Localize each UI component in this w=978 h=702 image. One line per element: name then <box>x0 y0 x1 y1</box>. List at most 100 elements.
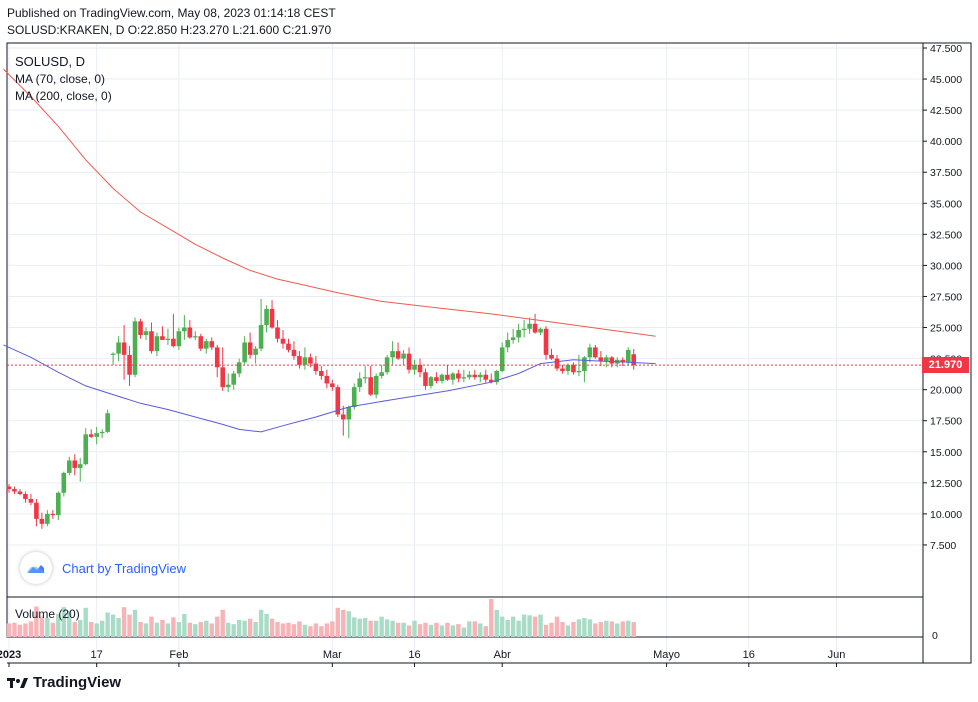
candle <box>94 426 99 445</box>
chart-by-tradingview-badge[interactable]: Chart by TradingView <box>20 552 186 584</box>
candle-body <box>598 357 604 362</box>
candle-body <box>456 373 461 379</box>
chart-by-tradingview-text: Chart by TradingView <box>62 560 187 576</box>
volume-bar <box>395 622 401 637</box>
candle-body <box>165 338 171 340</box>
candle <box>472 369 478 380</box>
volume-bar <box>428 624 434 637</box>
y-tick-label: 12.500 <box>930 478 962 490</box>
candle-body <box>116 342 121 354</box>
candle-body <box>253 348 258 355</box>
candle-body <box>77 464 83 468</box>
legend-volume: Volume (20) <box>15 607 80 621</box>
ohlc-readout: SOLUSD:KRAKEN, D O:22.850 H:23.270 L:21.… <box>7 23 332 37</box>
candle-body <box>620 359 626 363</box>
candle <box>593 344 598 359</box>
candle <box>308 353 313 368</box>
volume-bar <box>576 619 582 637</box>
candle <box>214 344 220 378</box>
y-tick-label: 35.000 <box>930 198 962 210</box>
candle-body <box>330 383 335 388</box>
volume-bar <box>116 618 121 637</box>
candle-body <box>6 486 12 490</box>
y-tick-label: 45.000 <box>930 74 962 86</box>
candle <box>368 366 373 396</box>
candle <box>532 313 538 334</box>
candle <box>576 354 582 376</box>
candle <box>521 320 527 338</box>
volume-bar <box>176 622 182 637</box>
candle <box>39 512 45 529</box>
candle-body <box>99 431 105 434</box>
volume-bar <box>324 623 330 637</box>
candle <box>61 471 67 497</box>
candle-body <box>17 491 23 495</box>
candle <box>110 352 116 365</box>
candle-body <box>461 377 467 379</box>
volume-bar <box>258 609 264 637</box>
volume-bar <box>132 609 138 637</box>
volume-bar <box>226 622 231 637</box>
x-tick-label: 16 <box>743 649 755 661</box>
volume-bar <box>384 619 390 637</box>
volume-bar <box>182 613 187 637</box>
candle-body <box>346 407 352 420</box>
candle <box>138 318 143 339</box>
volume-bar <box>346 611 351 637</box>
volume-bar <box>17 624 23 637</box>
candle-body <box>127 354 132 375</box>
y-tick-label: 32.500 <box>930 229 962 241</box>
volume-bar <box>264 613 269 637</box>
candle-body <box>203 341 209 349</box>
volume-bar <box>78 620 83 637</box>
candle-body <box>631 354 637 366</box>
candle <box>510 328 516 344</box>
y-tick-label: 47.500 <box>930 43 962 55</box>
candle-body <box>209 341 215 348</box>
candle <box>505 332 510 353</box>
candle <box>587 343 593 363</box>
candle-body <box>390 351 395 358</box>
candle <box>50 510 56 519</box>
volume-bar <box>373 620 379 637</box>
candle <box>549 348 554 360</box>
volume-bar <box>171 617 176 637</box>
volume-bar <box>620 621 625 637</box>
candle-body <box>521 328 527 331</box>
volume-axis-label: 0 <box>932 630 938 642</box>
volume-bar <box>390 620 395 637</box>
volume-bar <box>527 615 532 637</box>
candle <box>330 379 335 391</box>
candle <box>538 327 543 335</box>
volume-bar <box>478 623 483 637</box>
candle-body <box>313 363 319 372</box>
candle-body <box>516 330 521 338</box>
volume-bar <box>275 622 280 637</box>
candle-body <box>132 321 138 375</box>
volume-bar <box>500 616 505 637</box>
candle-body <box>193 336 198 338</box>
volume-bar <box>204 620 209 637</box>
footer-brand[interactable]: TradingView <box>7 674 121 691</box>
candle <box>445 364 450 381</box>
candle-body <box>34 502 39 519</box>
candle <box>335 384 341 417</box>
x-tick-label: Feb <box>169 649 188 661</box>
volume-bar <box>593 623 598 637</box>
candle-body <box>554 358 560 369</box>
candle <box>116 336 121 362</box>
candle-body <box>225 384 231 388</box>
candle-body <box>61 472 67 493</box>
candle-body <box>417 364 423 373</box>
candle-body <box>182 327 187 332</box>
y-tick-label: 40.000 <box>930 136 962 148</box>
candle-body <box>264 308 269 326</box>
candle <box>45 510 50 527</box>
x-tick-label: Mar <box>323 649 342 661</box>
volume-bar <box>297 621 302 637</box>
candle-body <box>401 353 406 359</box>
candle <box>23 491 28 503</box>
candle-body <box>351 387 357 408</box>
candle <box>6 484 12 493</box>
